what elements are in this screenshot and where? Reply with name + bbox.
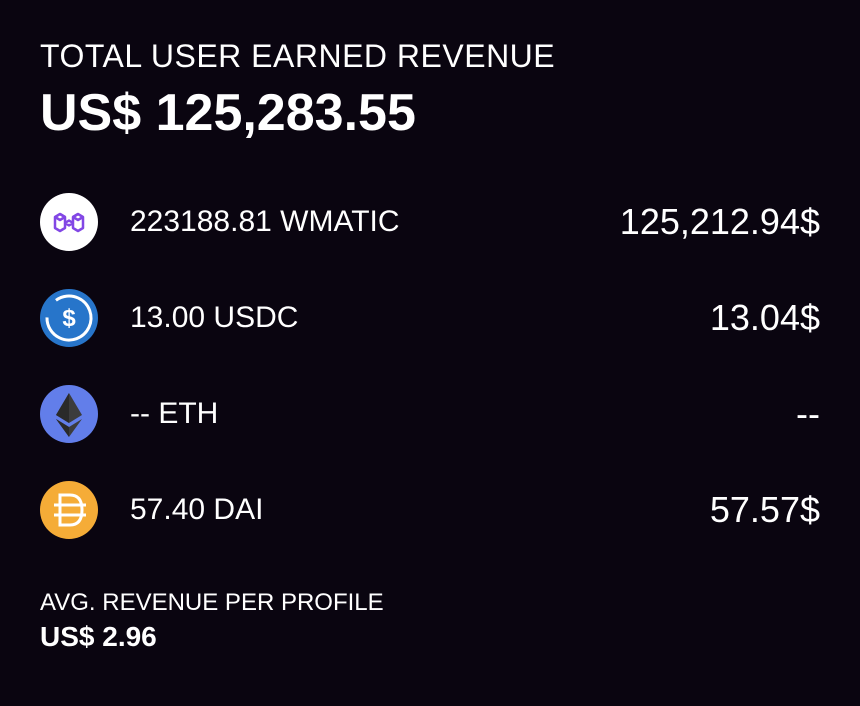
token-row-eth: -- ETH -- xyxy=(40,385,820,443)
token-row-dai: 57.40 DAI 57.57$ xyxy=(40,481,820,539)
total-revenue-label: TOTAL USER EARNED REVENUE xyxy=(40,38,820,75)
token-row-usdc: $ 13.00 USDC 13.04$ xyxy=(40,289,820,347)
token-amount: -- ETH xyxy=(130,397,796,431)
token-amount: 223188.81 WMATIC xyxy=(130,205,620,239)
usdc-icon: $ xyxy=(40,289,98,347)
token-value: -- xyxy=(796,393,820,435)
avg-revenue-label: AVG. REVENUE PER PROFILE xyxy=(40,589,820,617)
dai-icon xyxy=(40,481,98,539)
token-list: 223188.81 WMATIC 125,212.94$ $ 13.00 USD… xyxy=(40,193,820,539)
eth-icon xyxy=(40,385,98,443)
token-amount: 57.40 DAI xyxy=(130,493,710,527)
token-row-wmatic: 223188.81 WMATIC 125,212.94$ xyxy=(40,193,820,251)
token-value: 57.57$ xyxy=(710,489,820,531)
total-revenue-value: US$ 125,283.55 xyxy=(40,83,820,143)
svg-text:$: $ xyxy=(62,305,76,332)
token-amount: 13.00 USDC xyxy=(130,301,710,335)
wmatic-icon xyxy=(40,193,98,251)
token-value: 13.04$ xyxy=(710,297,820,339)
avg-revenue-value: US$ 2.96 xyxy=(40,621,820,653)
token-value: 125,212.94$ xyxy=(620,201,820,243)
